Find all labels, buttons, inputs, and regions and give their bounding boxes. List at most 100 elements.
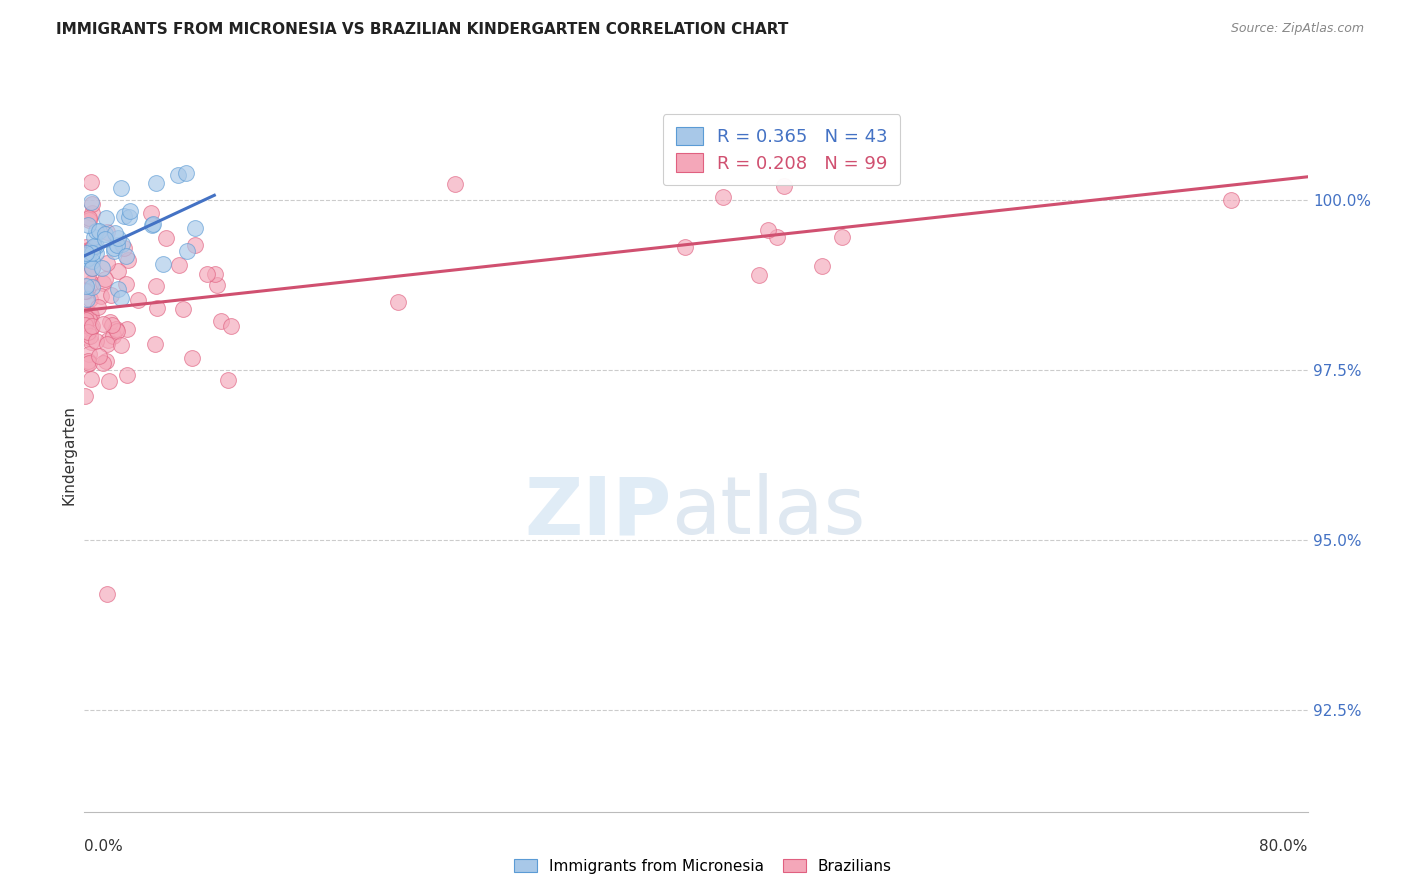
Point [77,347,100,361]
Point [86,301,108,315]
Point [145,279,167,293]
Y-axis label: Kindergarten: Kindergarten [60,405,76,505]
Text: 0.0%: 0.0% [84,838,124,854]
Point [195,268,218,282]
Point [181,351,204,365]
Point [152,257,174,271]
Point [110,181,132,195]
Point [127,293,149,307]
Point [831,229,853,244]
Point [76,292,98,306]
Point [87,349,110,363]
Point [79,212,101,227]
Point [100,315,122,329]
Point [115,277,138,292]
Point [97,374,120,388]
Point [97,333,120,347]
Point [176,166,198,180]
Point [673,239,696,253]
Point [80,195,103,210]
Point [83,229,105,244]
Point [73,318,96,332]
Point [75,279,97,293]
Point [96,336,118,351]
Point [77,211,100,226]
Point [83,238,105,252]
Point [184,238,207,252]
Text: IMMIGRANTS FROM MICRONESIA VS BRAZILIAN KINDERGARTEN CORRELATION CHART: IMMIGRANTS FROM MICRONESIA VS BRAZILIAN … [56,22,789,37]
Point [94,211,117,225]
Point [118,204,141,219]
Point [155,230,177,244]
Point [80,308,103,322]
Point [79,292,101,306]
Point [76,357,98,371]
Point [114,249,136,263]
Point [209,314,232,328]
Point [76,284,98,298]
Point [105,324,128,338]
Point [82,245,104,260]
Point [80,253,103,268]
Point [79,307,101,321]
Point [143,337,166,351]
Point [75,313,97,327]
Point [766,230,789,244]
Point [117,210,139,224]
Point [105,238,128,252]
Point [204,267,226,281]
Point [96,256,118,270]
Point [145,176,167,190]
Point [166,168,188,182]
Point [79,329,101,343]
Point [80,206,103,220]
Point [100,288,122,302]
Point [103,241,125,255]
Point [75,315,97,329]
Point [75,317,97,331]
Point [103,244,125,258]
Point [443,177,465,191]
Point [77,243,100,257]
Point [110,236,132,251]
Point [73,248,96,262]
Point [94,232,117,246]
Point [79,356,101,370]
Point [184,220,207,235]
Point [117,252,139,267]
Point [169,258,191,272]
Point [73,389,96,403]
Point [112,241,135,255]
Point [217,373,239,387]
Point [172,301,194,316]
Point [80,241,103,255]
Point [772,179,794,194]
Legend: R = 0.365   N = 43, R = 0.208   N = 99: R = 0.365 N = 43, R = 0.208 N = 99 [662,114,900,186]
Point [77,268,100,282]
Point [1220,193,1243,207]
Point [107,231,129,245]
Point [80,321,103,335]
Point [76,353,98,368]
Point [107,264,129,278]
Point [93,227,115,242]
Point [91,318,114,332]
Point [93,277,115,291]
Text: Source: ZipAtlas.com: Source: ZipAtlas.com [1230,22,1364,36]
Point [110,338,132,352]
Point [141,218,163,232]
Point [73,308,96,322]
Point [110,291,132,305]
Point [75,240,97,254]
Point [96,587,118,601]
Point [142,217,165,231]
Point [90,289,112,303]
Point [91,260,114,275]
Point [748,268,770,282]
Point [94,354,117,368]
Point [75,246,97,260]
Point [104,226,127,240]
Point [145,301,167,315]
Point [79,306,101,320]
Point [112,209,135,223]
